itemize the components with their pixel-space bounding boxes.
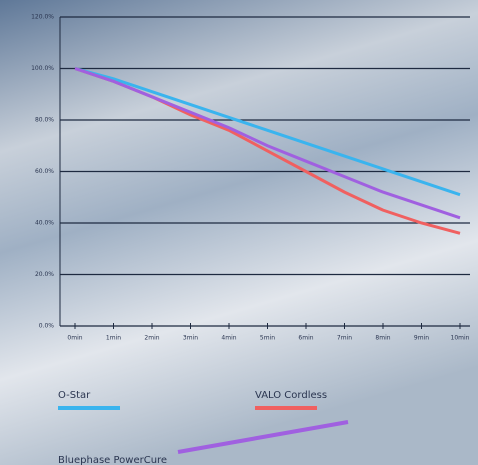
y-tick-label: 60.0% xyxy=(35,168,54,175)
x-tick-label: 5min xyxy=(260,335,275,342)
x-tick-label: 4min xyxy=(221,335,236,342)
y-tick-label: 20.0% xyxy=(35,271,54,278)
legend-label: O-Star xyxy=(58,390,91,401)
x-tick-label: 8min xyxy=(375,335,390,342)
y-tick-label: 120.0% xyxy=(31,14,54,21)
x-tick-label: 10min xyxy=(451,335,470,342)
series-line xyxy=(74,67,461,197)
x-tick-label: 7min xyxy=(337,335,352,342)
y-tick-label: 100.0% xyxy=(31,65,54,72)
x-tick-label: 3min xyxy=(183,335,198,342)
y-tick-label: 80.0% xyxy=(35,117,54,124)
legend-label: Bluephase PowerCure xyxy=(58,455,167,465)
y-tick-label: 40.0% xyxy=(35,220,54,227)
legend-swatch xyxy=(177,420,349,454)
x-tick-label: 9min xyxy=(414,335,429,342)
x-tick-label: 0min xyxy=(67,335,82,342)
series-line xyxy=(74,67,461,220)
legend-label: VALO Cordless xyxy=(255,390,327,401)
x-tick-label: 2min xyxy=(144,335,159,342)
y-tick-label: 0.0% xyxy=(39,323,55,330)
x-tick-label: 1min xyxy=(106,335,121,342)
x-tick-label: 6min xyxy=(298,335,313,342)
